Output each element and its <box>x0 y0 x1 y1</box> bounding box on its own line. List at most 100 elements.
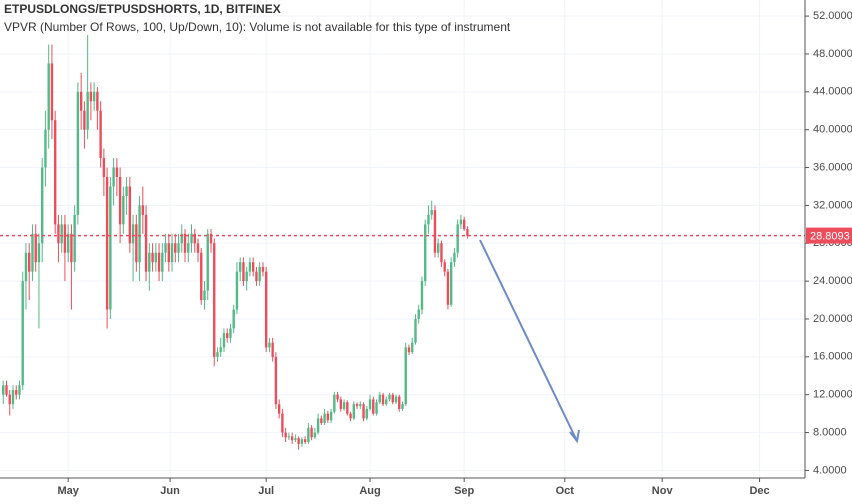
candle-body <box>440 243 443 263</box>
candle-body <box>174 243 177 253</box>
candle-body <box>66 233 70 253</box>
candle-body <box>209 233 213 244</box>
candle-body <box>449 262 453 305</box>
candle-body <box>381 394 385 405</box>
candle-body <box>11 389 15 405</box>
candle-body <box>362 404 365 419</box>
y-tick-label: 12.0000 <box>813 389 852 401</box>
candle-body <box>2 385 5 395</box>
y-tick-label: 36.0000 <box>813 161 852 173</box>
candle-body <box>258 266 261 282</box>
candle-body <box>105 177 109 310</box>
candle-body <box>274 356 278 405</box>
candle-body <box>8 394 11 405</box>
x-tick-label: Jun <box>160 485 180 497</box>
candle-body <box>151 252 154 263</box>
candle-body <box>53 120 57 225</box>
candle-body <box>378 394 381 403</box>
candle-body <box>57 224 60 244</box>
chart-title: ETPUSDLONGS/ETPUSDSHORTS, 1D, BITFINEX <box>4 2 281 16</box>
candle-body <box>28 252 31 272</box>
candle-body <box>21 281 24 386</box>
candle-body <box>44 129 47 168</box>
candle-body <box>462 219 466 230</box>
candle-body <box>131 224 135 244</box>
candle-body <box>294 438 297 441</box>
candle-body <box>190 233 193 244</box>
candle-body <box>456 224 459 253</box>
candle-body <box>287 436 291 438</box>
candle-body <box>333 394 336 412</box>
candle-body <box>297 438 300 444</box>
candle-body <box>177 243 180 253</box>
candle-body <box>170 243 174 263</box>
candle-body <box>216 352 219 357</box>
axes: 4.0000 8.0000 12.0000 16.0000 20.0000 24.0000… <box>57 10 852 497</box>
candle-body <box>365 408 368 419</box>
candle-body <box>89 91 93 102</box>
candle-body <box>394 396 398 403</box>
candle-body <box>86 91 89 130</box>
last-price-label: 28.8093 <box>810 231 850 243</box>
candle-body <box>420 281 424 310</box>
candle-body <box>290 436 294 441</box>
candle-body <box>154 252 158 263</box>
x-tick-label: Aug <box>359 485 380 497</box>
candle-body <box>112 167 115 187</box>
candle-body <box>31 233 34 272</box>
candle-body <box>222 333 226 348</box>
candle-body <box>232 309 235 329</box>
candle-body <box>326 413 330 421</box>
candle-body <box>125 186 128 196</box>
candle-body <box>437 243 440 253</box>
y-tick-label: 16.0000 <box>813 351 852 363</box>
candle-body <box>135 224 138 263</box>
candle-body <box>372 399 375 414</box>
candle-body <box>414 318 417 343</box>
candle-body <box>307 427 310 443</box>
candle-body <box>346 402 349 414</box>
candle-body <box>411 342 414 353</box>
candles <box>0 35 805 450</box>
candle-body <box>430 210 433 215</box>
candle-body <box>466 229 469 236</box>
candle-body <box>118 177 122 225</box>
y-tick-label: 32.0000 <box>813 199 852 211</box>
candle-body <box>352 404 356 419</box>
y-tick-label: 4.0000 <box>813 464 847 476</box>
candle-body <box>37 243 41 263</box>
candle-body <box>339 399 343 409</box>
candle-body <box>375 402 378 414</box>
candle-body <box>320 418 323 424</box>
candle-body <box>310 427 313 438</box>
chart-subtitle: VPVR (Number Of Rows, 100, Up/Down, 10):… <box>4 20 511 34</box>
arrow-head <box>569 429 580 444</box>
candle-body <box>251 262 255 272</box>
candle-body <box>316 418 320 433</box>
candle-body <box>206 233 209 291</box>
candle-body <box>226 333 229 338</box>
candle-body <box>336 394 339 400</box>
candle-body <box>109 186 112 310</box>
candle-body <box>180 233 183 244</box>
candle-body <box>229 328 232 338</box>
candle-body <box>385 399 388 405</box>
candle-body <box>34 233 37 263</box>
candle-body <box>196 243 200 253</box>
candle-body <box>261 266 265 272</box>
candle-body <box>329 411 333 421</box>
x-tick-label: Dec <box>749 485 769 497</box>
candle-body <box>144 214 148 272</box>
candle-body <box>446 271 450 305</box>
candle-body <box>63 224 67 253</box>
y-tick-label: 52.0000 <box>813 10 852 22</box>
candle-body <box>167 243 170 263</box>
x-tick-label: Sep <box>454 485 474 497</box>
candle-body <box>183 233 187 253</box>
candle-body <box>284 432 287 438</box>
candle-body <box>433 210 437 253</box>
candle-body <box>264 271 268 348</box>
candle-body <box>122 195 125 225</box>
candle-body <box>388 394 391 400</box>
